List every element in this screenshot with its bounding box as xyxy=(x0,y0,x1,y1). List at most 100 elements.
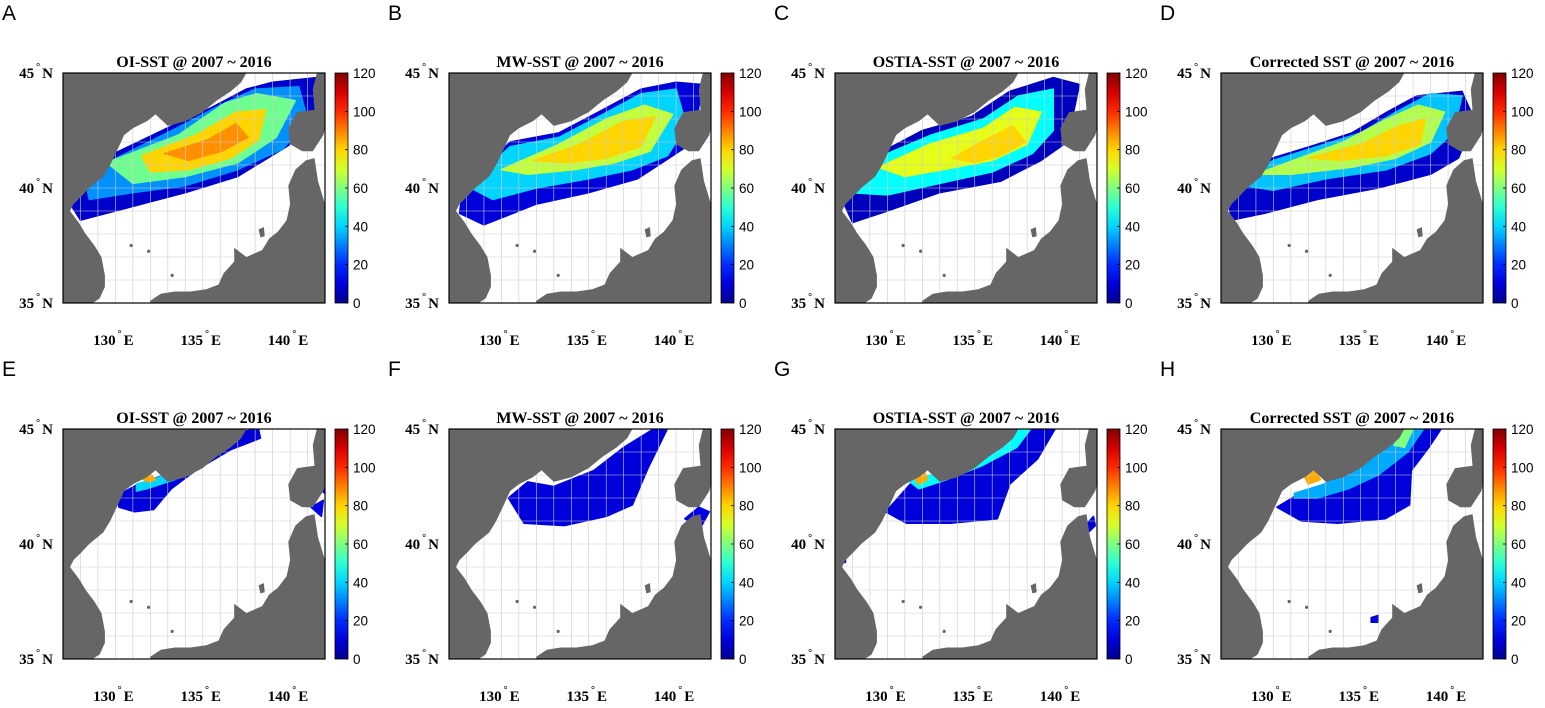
colorbar-tick-label: 40 xyxy=(353,575,368,590)
colorbar-tick-label: 60 xyxy=(739,537,754,552)
map-frame xyxy=(1220,72,1484,304)
land-mass xyxy=(708,50,711,73)
island xyxy=(170,629,174,633)
sst-map: OI-SST @ 2007 ~ 2016 45 ° N 40 ° N 35 ° N 130 ° E 135… xyxy=(19,410,375,705)
sst-map: MW-SST @ 2007 ~ 2016 45 ° N 40 ° N 35 ° N 130 ° E 135… xyxy=(405,50,762,349)
colorbar-tick-label: 20 xyxy=(353,614,368,629)
lon-tick-label: 135 ° E xyxy=(1338,329,1379,349)
lat-tick-label: 45 ° N xyxy=(791,418,825,438)
colorbar-tick-label: 20 xyxy=(353,258,368,273)
sst-band xyxy=(1304,469,1322,485)
map-panel-b: B MW-SST @ 2007 ~ 2016 45 ° N 40 ° N 35 ° N 130 ° E 13… xyxy=(386,2,772,352)
island xyxy=(1304,605,1309,609)
lon-tick-label: 135 ° E xyxy=(180,329,221,349)
land-mass xyxy=(1094,50,1097,73)
colorbar-tick-label: 60 xyxy=(353,181,368,196)
colorbar-tick-label: 80 xyxy=(353,143,368,158)
map-panel-h: H Corrected SST @ 2007 ~ 2016 45 ° N 40 ° N 35 ° N… xyxy=(1158,358,1544,708)
colorbar-tick-label: 40 xyxy=(1125,219,1140,234)
lon-tick-label: 130 ° E xyxy=(1251,685,1292,705)
island xyxy=(515,599,519,604)
map-panel-f: F MW-SST @ 2007 ~ 2016 45 ° N 40 ° N 35 ° N 130 ° E 13… xyxy=(386,358,772,708)
panel-letter: H xyxy=(1160,358,1176,381)
panel-title: MW-SST @ 2007 ~ 2016 xyxy=(496,410,663,427)
colorbar-tick-label: 0 xyxy=(739,296,747,311)
land-mass xyxy=(1480,406,1483,429)
land-mass xyxy=(150,514,325,659)
lat-tick-label: 35 ° N xyxy=(791,648,825,668)
map-frame xyxy=(448,428,712,660)
map-panel-a: A OI-SST @ 2007 ~ 2016 45 ° N 40 ° N 35 ° N 130 ° E 13… xyxy=(0,2,386,352)
lon-tick-label: 135 ° E xyxy=(952,685,993,705)
land-mass xyxy=(708,406,711,429)
panel-title: OI-SST @ 2007 ~ 2016 xyxy=(116,410,271,427)
island xyxy=(556,629,560,633)
map-frame xyxy=(834,72,1098,304)
panel-letter: D xyxy=(1160,2,1176,25)
panel-title: OI-SST @ 2007 ~ 2016 xyxy=(116,54,271,71)
colorbar-tick-label: 0 xyxy=(353,296,361,311)
land-mass xyxy=(1446,73,1483,152)
land-mass xyxy=(1308,514,1483,659)
map-frame xyxy=(448,72,712,304)
lon-tick-label: 140 ° E xyxy=(1040,329,1081,349)
colorbar-tick-label: 100 xyxy=(739,460,762,475)
map-panel-d: D Corrected SST @ 2007 ~ 2016 45 ° N 40 ° N 35 ° N… xyxy=(1158,2,1544,352)
island xyxy=(491,304,494,307)
colorbar-tick-label: 40 xyxy=(739,575,754,590)
colorbar-tick-label: 80 xyxy=(1125,499,1140,514)
island xyxy=(532,249,537,253)
island xyxy=(1287,599,1291,604)
colorbar-tick-label: 120 xyxy=(1125,66,1148,81)
colorbar-tick-label: 80 xyxy=(353,499,368,514)
sst-band xyxy=(1307,118,1427,162)
colorbar-tick-label: 60 xyxy=(739,181,754,196)
colorbar-tick-label: 60 xyxy=(1125,181,1140,196)
lon-tick-label: 140 ° E xyxy=(268,329,309,349)
lat-tick-label: 40 ° N xyxy=(1177,177,1211,197)
land-mass xyxy=(63,429,247,659)
lat-tick-label: 45 ° N xyxy=(19,62,53,82)
colorbar-tick-label: 120 xyxy=(1511,66,1534,81)
island xyxy=(918,249,923,253)
colorbar-tick-label: 20 xyxy=(739,258,754,273)
island xyxy=(901,599,905,604)
colorbar-tick-label: 40 xyxy=(1511,219,1526,234)
lat-tick-label: 40 ° N xyxy=(19,177,53,197)
island xyxy=(129,243,133,248)
lat-tick-label: 45 ° N xyxy=(405,62,439,82)
sst-map: OSTIA-SST @ 2007 ~ 2016 45 ° N 40 ° N 35 ° N 130 ° E… xyxy=(791,50,1148,349)
sst-map: OSTIA-SST @ 2007 ~ 2016 45 ° N 40 ° N 35 ° N 130 ° E… xyxy=(791,410,1147,705)
land-mass xyxy=(1221,429,1405,659)
lon-tick-label: 130 ° E xyxy=(479,685,520,705)
colorbar-tick-label: 100 xyxy=(1511,104,1534,119)
land-mass xyxy=(644,227,651,238)
lat-tick-label: 45 ° N xyxy=(1177,62,1211,82)
colorbar-tick-label: 60 xyxy=(353,537,368,552)
colorbar-tick-label: 100 xyxy=(739,104,762,119)
lat-tick-label: 40 ° N xyxy=(791,533,825,553)
island xyxy=(515,243,519,248)
colorbar-tick-label: 80 xyxy=(1511,143,1526,158)
colorbar-tick-label: 60 xyxy=(1125,537,1140,552)
colorbar-tick-label: 20 xyxy=(1125,614,1140,629)
island xyxy=(105,660,108,663)
lat-tick-label: 45 ° N xyxy=(1177,418,1211,438)
lat-tick-label: 45 ° N xyxy=(405,418,439,438)
map-frame xyxy=(62,428,326,660)
sst-band xyxy=(310,499,325,518)
land-mass xyxy=(1030,227,1037,238)
island xyxy=(918,605,923,609)
lon-tick-label: 135 ° E xyxy=(1338,685,1379,705)
colorbar-tick-label: 0 xyxy=(1511,296,1519,311)
colorbar-tick-label: 0 xyxy=(1511,652,1519,667)
lat-tick-label: 35 ° N xyxy=(405,292,439,312)
lon-tick-label: 135 ° E xyxy=(952,329,993,349)
map-frame xyxy=(1220,428,1484,660)
colorbar-tick-label: 100 xyxy=(1511,460,1534,475)
sst-band xyxy=(1255,104,1446,175)
land-mass xyxy=(1446,429,1483,508)
land-mass xyxy=(322,50,325,73)
lon-tick-label: 135 ° E xyxy=(180,685,221,705)
colorbar-tick-label: 0 xyxy=(353,652,361,667)
